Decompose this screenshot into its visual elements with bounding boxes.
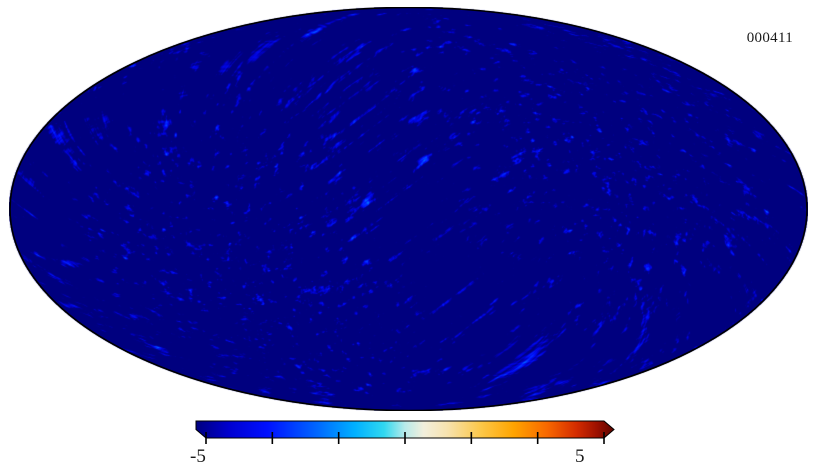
- colorbar-max-label: 5: [575, 446, 585, 467]
- colorbar-min-label: -5: [190, 446, 206, 467]
- cmb-skymap-image: [9, 7, 808, 411]
- colorbar-body: [195, 420, 615, 439]
- skymap-panel: [9, 7, 808, 411]
- colorbar: -5 5: [190, 418, 620, 474]
- colorbar-svg: [195, 420, 615, 444]
- colorbar-ticks: [205, 432, 605, 444]
